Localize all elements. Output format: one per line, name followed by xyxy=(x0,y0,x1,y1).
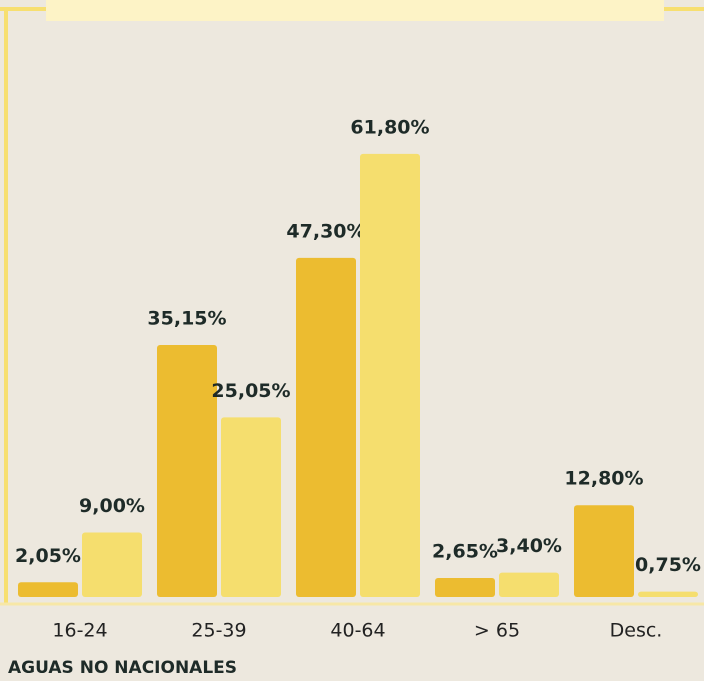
value-label: 9,00% xyxy=(79,495,145,517)
bar xyxy=(82,532,142,597)
x-tick-label: 25-39 xyxy=(191,620,246,642)
annotation: AGUAS NO NACIONALES xyxy=(8,658,237,678)
value-label: 61,80% xyxy=(350,116,429,138)
bar xyxy=(499,572,559,597)
bar xyxy=(435,577,495,597)
title-box xyxy=(46,0,664,21)
bar xyxy=(18,582,78,597)
bar xyxy=(360,153,420,598)
value-label: 47,30% xyxy=(286,220,365,242)
x-tick-label: Desc. xyxy=(610,620,663,642)
x-tick-label: 40-64 xyxy=(330,620,385,642)
bar xyxy=(296,257,356,597)
value-label: 0,75% xyxy=(635,554,701,576)
value-label: 25,05% xyxy=(211,380,290,402)
value-label: 2,65% xyxy=(432,540,498,562)
bar xyxy=(638,591,698,597)
value-label: 2,05% xyxy=(15,545,81,567)
x-tick-label: 16-24 xyxy=(52,620,107,642)
value-label: 3,40% xyxy=(496,535,562,557)
value-label: 12,80% xyxy=(564,468,643,490)
bar xyxy=(574,505,634,597)
value-label: 35,15% xyxy=(147,307,226,329)
bar xyxy=(157,344,217,597)
x-tick-label: > 65 xyxy=(474,620,520,642)
bar xyxy=(221,417,281,597)
